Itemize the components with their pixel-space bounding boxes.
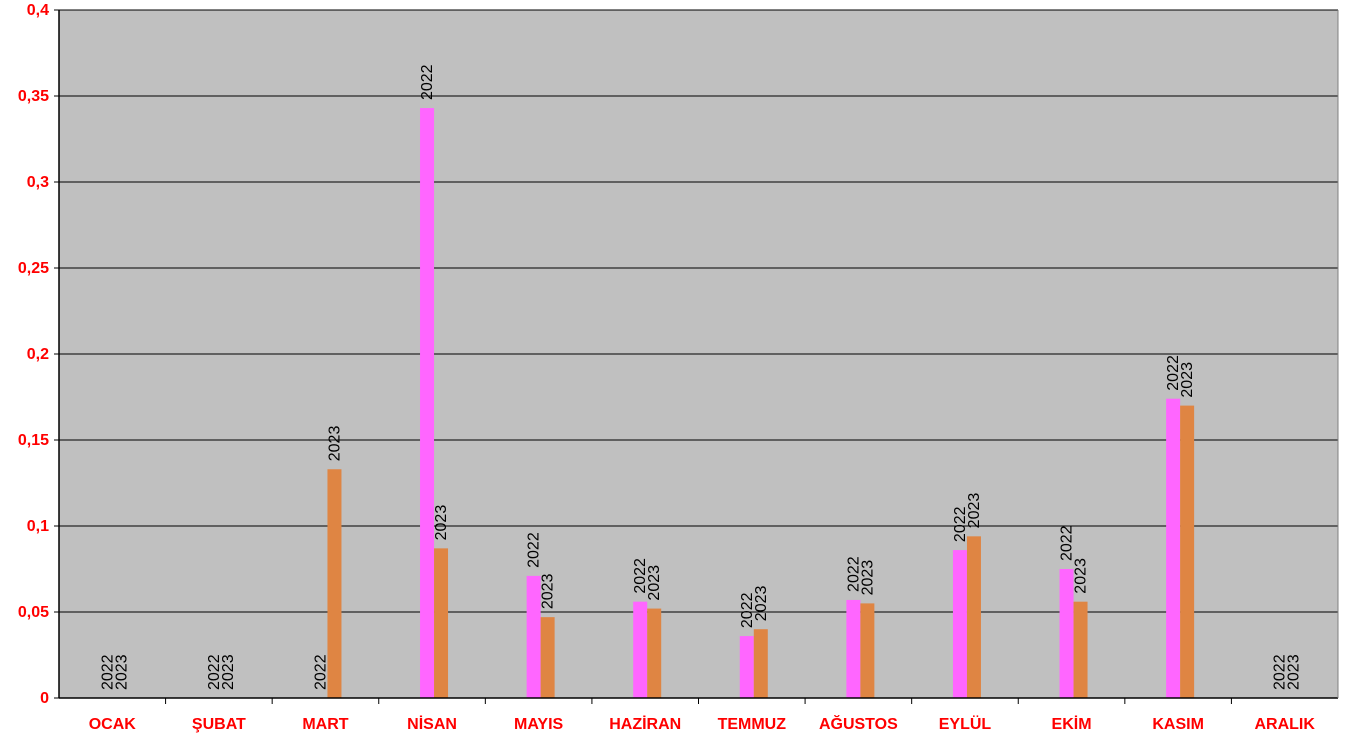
bar-2023-MAYIS — [540, 617, 555, 698]
data-label: 2022 — [206, 654, 223, 690]
data-label: 2023 — [220, 654, 237, 690]
bar-2023-HAZİRAN — [647, 608, 662, 698]
data-label: 2023 — [1286, 654, 1303, 690]
data-label: 2023 — [859, 560, 876, 596]
x-tick-label: ŞUBAT — [192, 716, 246, 733]
x-tick-label: ARALIK — [1254, 716, 1315, 733]
bar-2023-EKİM — [1073, 601, 1088, 698]
bar-2023-AĞUSTOS — [860, 603, 875, 698]
data-label: 2022 — [99, 654, 116, 690]
bar-2023-MART — [327, 469, 342, 698]
bar-2022-EYLÜL — [952, 550, 967, 698]
data-label: 2023 — [966, 493, 983, 529]
data-label: 2022 — [845, 556, 862, 592]
data-label: 2023 — [1073, 558, 1090, 594]
y-tick-label: 0,4 — [27, 2, 49, 19]
data-label: 2023 — [433, 505, 450, 541]
bar-2022-MAYIS — [526, 575, 541, 698]
y-tick-label: 0 — [40, 690, 49, 707]
x-tick-label: NİSAN — [407, 715, 457, 733]
x-tick-label: HAZİRAN — [609, 715, 681, 733]
x-tick-label: MAYIS — [514, 716, 564, 733]
data-label: 2022 — [739, 592, 756, 628]
data-label: 2022 — [632, 558, 649, 594]
bar-2023-NİSAN — [434, 548, 449, 698]
data-label: 2022 — [419, 64, 436, 100]
y-tick-label: 0,15 — [18, 432, 49, 449]
x-tick-label: AĞUSTOS — [819, 714, 898, 733]
x-tick-label: KASIM — [1152, 716, 1204, 733]
data-label: 2023 — [113, 654, 130, 690]
y-tick-label: 0,25 — [18, 260, 49, 277]
data-label: 2023 — [646, 565, 663, 601]
data-label: 2023 — [540, 573, 557, 609]
data-label: 2023 — [1179, 362, 1196, 398]
y-tick-label: 0,35 — [18, 88, 49, 105]
bar-2022-HAZİRAN — [633, 601, 648, 698]
bar-2023-KASIM — [1180, 405, 1195, 698]
data-label: 2023 — [753, 586, 770, 622]
bar-2023-EYLÜL — [966, 536, 981, 698]
bar-2022-NİSAN — [420, 108, 435, 699]
bar-2022-AĞUSTOS — [846, 599, 861, 698]
data-label: 2022 — [1059, 525, 1076, 561]
x-tick-label: MART — [302, 716, 348, 733]
x-tick-label: OCAK — [89, 716, 137, 733]
x-tick-label: EYLÜL — [939, 714, 992, 733]
y-tick-label: 0,1 — [27, 518, 49, 535]
x-tick-label: TEMMUZ — [718, 716, 787, 733]
x-tick-label: EKİM — [1052, 715, 1092, 733]
bar-2022-TEMMUZ — [739, 636, 754, 698]
bar-2023-TEMMUZ — [753, 629, 768, 698]
data-label: 2023 — [326, 426, 343, 462]
y-tick-label: 0,05 — [18, 604, 49, 621]
y-tick-label: 0,2 — [27, 346, 49, 363]
y-tick-label: 0,3 — [27, 174, 49, 191]
data-label: 2022 — [952, 506, 969, 542]
data-label: 2022 — [526, 532, 543, 568]
data-label: 2022 — [1272, 654, 1289, 690]
data-label: 2022 — [312, 654, 329, 690]
bar-2022-EKİM — [1059, 569, 1074, 698]
data-label: 2022 — [1165, 355, 1182, 391]
bar-2022-KASIM — [1166, 398, 1181, 698]
